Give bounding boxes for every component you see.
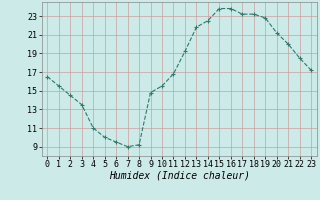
X-axis label: Humidex (Indice chaleur): Humidex (Indice chaleur) — [109, 171, 250, 181]
